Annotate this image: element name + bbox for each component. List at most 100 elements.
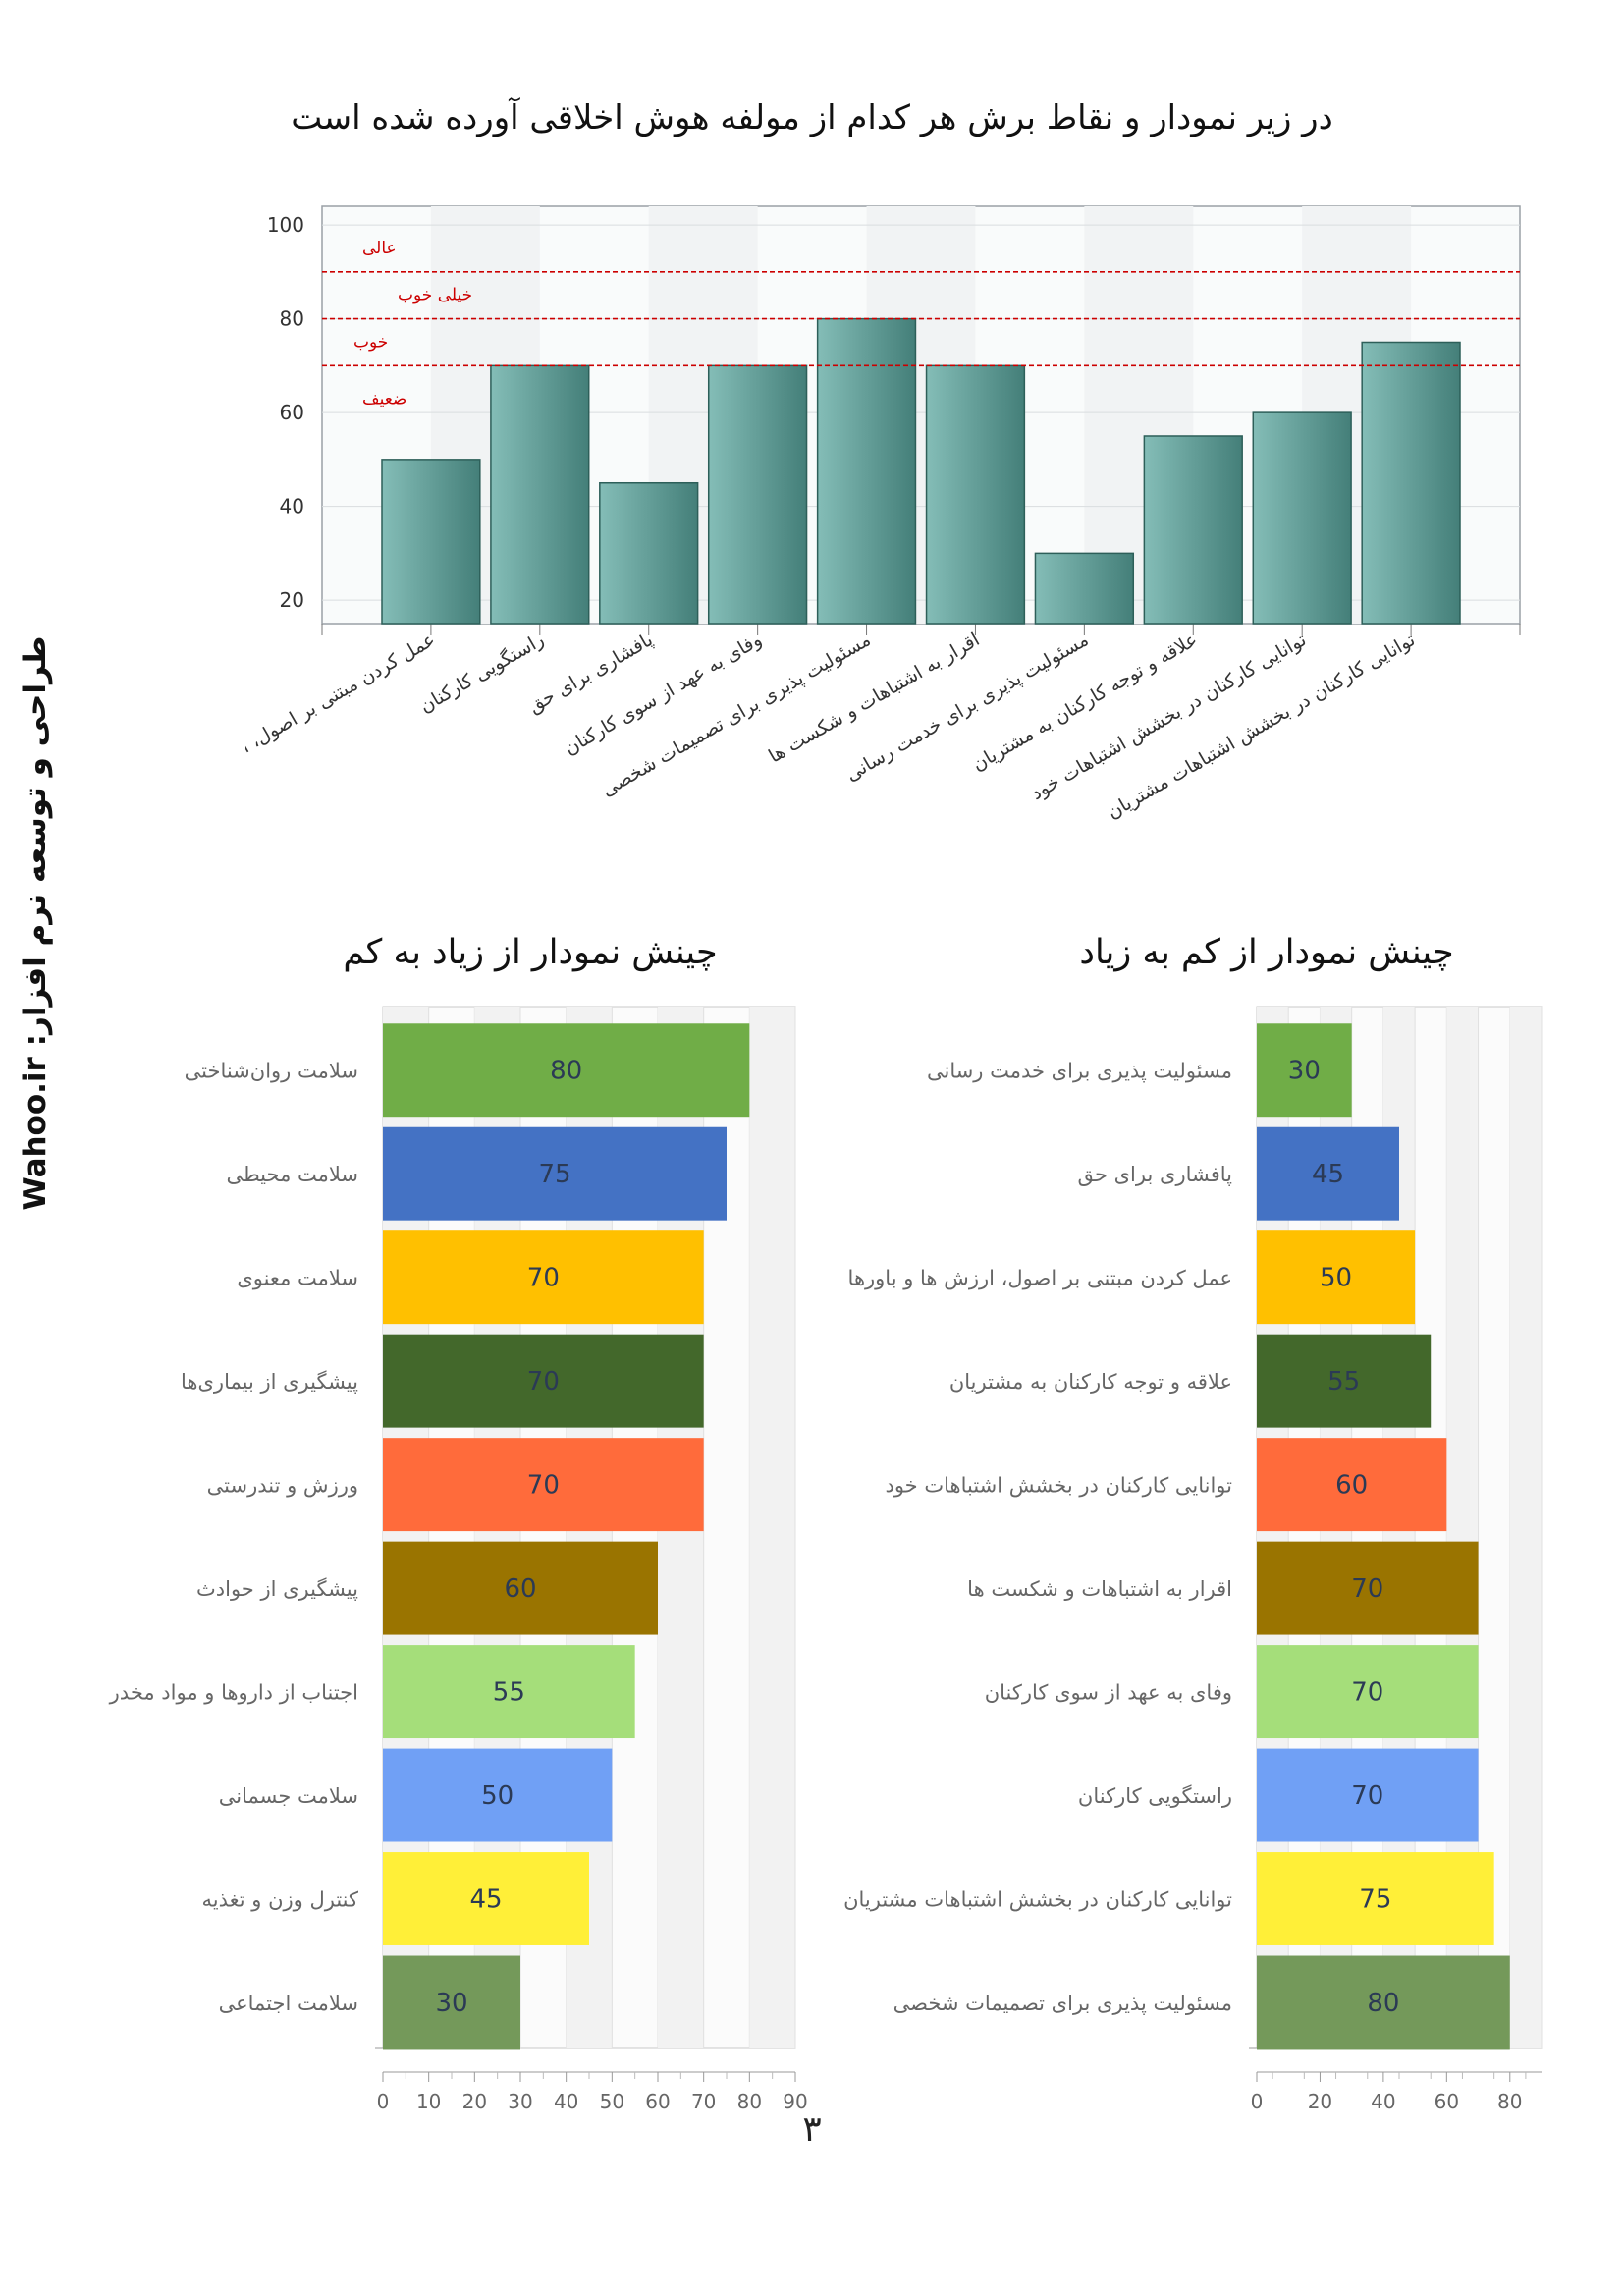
category-label: کنترل وزن و تغذیه xyxy=(202,1888,359,1912)
x-tick-label: 90 xyxy=(783,2090,807,2113)
bar-8 xyxy=(1143,435,1243,625)
bar-value-label: 70 xyxy=(1351,1574,1383,1604)
bar-7 xyxy=(1257,1645,1479,1739)
bar-value-label: 80 xyxy=(1367,1989,1399,2018)
x-tick-label: 50 xyxy=(600,2090,624,2113)
bar-3 xyxy=(599,481,699,625)
bar-2 xyxy=(383,1126,727,1221)
x-tick-label: 80 xyxy=(1497,2090,1522,2113)
bar-value-label: 55 xyxy=(493,1678,525,1708)
category-label: وفای به عهد از سوی کارکنان xyxy=(985,1681,1232,1705)
chart-top: 20 40 60 80 100 عالی خیلی خوب خوب ضعیف عمل کردن م… xyxy=(245,205,1521,823)
bar-4 xyxy=(383,1334,704,1428)
category-label: سلامت جسمانی xyxy=(219,1784,358,1808)
category-label: علاقه و توجه کارکنان به مشتریان xyxy=(949,1370,1232,1394)
band xyxy=(1509,1007,1542,2048)
page-title: در زیر نمودار و نقاط برش هر کدام از مولف… xyxy=(291,98,1333,137)
x-category-label: اقرار به اشتباهات و شکست ها xyxy=(765,629,983,767)
category-label: مسئولیت پذیری برای تصمیمات شخصی xyxy=(893,1992,1232,2015)
category-label: سلامت روان‌شناختی xyxy=(185,1060,358,1083)
category-label: ورزش و تندرستی xyxy=(207,1474,358,1498)
bar-value-label: 30 xyxy=(1288,1057,1321,1086)
chart-asc: 0 20 40 60 80 30 مسئولیت پذیری برای خدمت رسانی… xyxy=(843,1006,1543,2113)
chart-asc-title: چینش نمودار از کم به زیاد xyxy=(1079,933,1454,972)
bar-7 xyxy=(383,1645,635,1739)
page-number: ۳ xyxy=(802,2109,822,2150)
bar-value-label: 60 xyxy=(504,1574,536,1604)
bar-4 xyxy=(707,364,808,625)
bar-6 xyxy=(1257,1541,1479,1635)
x-tick-label: 20 xyxy=(462,2090,487,2113)
x-tick-label: 40 xyxy=(554,2090,578,2113)
category-label: سلامت معنوی xyxy=(237,1267,358,1290)
chart-desc: 0 10 20 30 40 50 60 70 80 90 80 سلامت روان‌شناختی 75… xyxy=(109,1006,808,2113)
x-tick-label: 10 xyxy=(416,2090,441,2113)
band xyxy=(749,1007,795,2048)
bar-3 xyxy=(383,1230,704,1325)
category-label: اجتناب از داروها و مواد مخدر xyxy=(109,1681,358,1705)
bar-value-label: 70 xyxy=(527,1471,560,1501)
chart-desc-title: چینش نمودار از زیاد به کم xyxy=(343,933,718,972)
x-tick-label: 60 xyxy=(1435,2090,1459,2113)
bar-value-label: 30 xyxy=(435,1989,467,2018)
bar-10 xyxy=(383,1955,520,2050)
threshold-label: عالی xyxy=(362,239,397,258)
bar-value-label: 45 xyxy=(469,1886,502,1915)
x-tick-label: 60 xyxy=(645,2090,670,2113)
x-category-label: عمل کردن مبتنی بر اصول، ارزش ها و باورها xyxy=(245,629,439,821)
category-label: سلامت محیطی xyxy=(226,1163,358,1186)
category-label: سلامت اجتماعی xyxy=(219,1992,358,2015)
bar-value-label: 75 xyxy=(538,1160,570,1189)
x-tick-label: 20 xyxy=(1308,2090,1332,2113)
x-tick-label: 80 xyxy=(737,2090,762,2113)
bar-8 xyxy=(1257,1748,1479,1842)
bar-value-label: 75 xyxy=(1359,1886,1391,1915)
bar-5 xyxy=(383,1438,704,1532)
bar-6 xyxy=(383,1541,658,1635)
bar-value-label: 70 xyxy=(1351,1678,1383,1708)
bar-6 xyxy=(925,364,1026,625)
bar-1 xyxy=(381,459,481,625)
bar-value-label: 60 xyxy=(1335,1471,1368,1501)
bar-1 xyxy=(1257,1023,1352,1118)
x-tick-label: 70 xyxy=(691,2090,716,2113)
threshold-label: خوب xyxy=(353,332,388,352)
bar-3 xyxy=(1257,1230,1416,1325)
y-tick-label: 20 xyxy=(280,588,304,612)
bar-8 xyxy=(383,1748,613,1842)
category-label: توانایی کارکنان در بخشش اشتباهات خود xyxy=(885,1474,1232,1498)
developer-credit: طراحی و توسعه نرم افزار: Wahoo.ir xyxy=(18,635,53,1211)
threshold-label: خیلی خوب xyxy=(398,286,472,305)
bar-value-label: 55 xyxy=(1327,1367,1360,1396)
x-tick-label: 0 xyxy=(377,2090,390,2113)
bar-7 xyxy=(1034,552,1135,625)
y-tick-label: 60 xyxy=(280,401,304,424)
bar-value-label: 80 xyxy=(550,1057,582,1086)
bar-10 xyxy=(1361,341,1461,625)
category-label: پیشگیری از حوادث xyxy=(196,1577,358,1601)
bar-5 xyxy=(816,317,917,625)
threshold-label: ضعیف xyxy=(362,390,406,410)
bar-2 xyxy=(1257,1126,1399,1221)
x-tick-label: 40 xyxy=(1371,2090,1395,2113)
y-tick-label: 80 xyxy=(280,307,304,331)
bar-value-label: 70 xyxy=(527,1264,560,1293)
category-label: عمل کردن مبتنی بر اصول، ارزش ها و باورها xyxy=(848,1267,1232,1290)
y-tick-label: 100 xyxy=(267,213,304,237)
bar-10 xyxy=(1257,1955,1510,2050)
bar-value-label: 50 xyxy=(1320,1264,1352,1293)
x-tick-label: 30 xyxy=(508,2090,532,2113)
category-label: توانایی کارکنان در بخشش اشتباهات مشتریان xyxy=(843,1888,1232,1912)
bar-value-label: 70 xyxy=(1351,1781,1383,1811)
bar-9 xyxy=(1252,411,1352,625)
bar-9 xyxy=(383,1852,589,1945)
category-label: مسئولیت پذیری برای خدمت رسانی xyxy=(927,1060,1232,1083)
bar-4 xyxy=(1257,1334,1432,1428)
category-label: پیشگیری از بیماری‌ها xyxy=(181,1370,358,1394)
bar-1 xyxy=(383,1023,750,1118)
bar-value-label: 45 xyxy=(1312,1160,1344,1189)
bar-2 xyxy=(490,364,590,625)
bar-value-label: 70 xyxy=(527,1367,560,1396)
bar-5 xyxy=(1257,1438,1447,1532)
category-label: راستگویی کارکنان xyxy=(1078,1784,1232,1808)
